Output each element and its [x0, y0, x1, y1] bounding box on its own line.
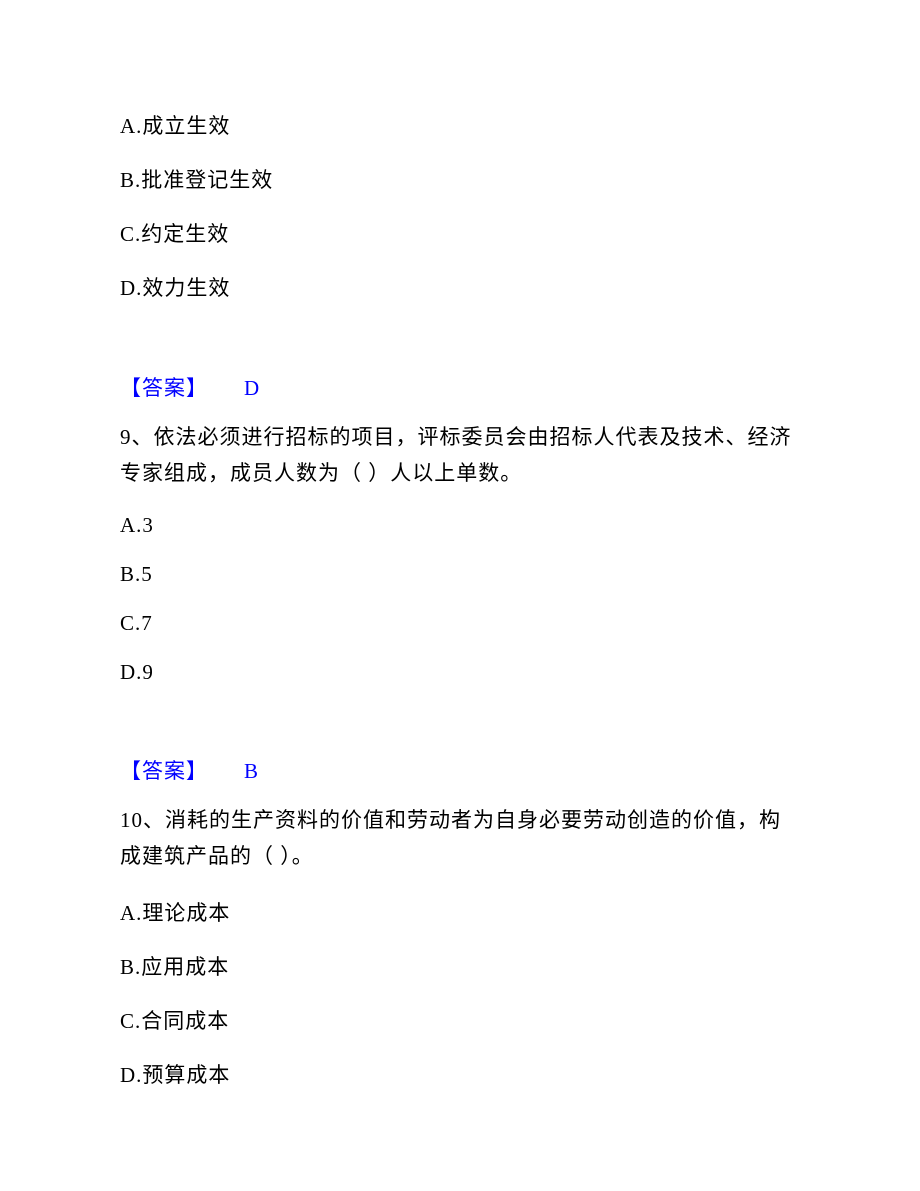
- q8-option-c: C.约定生效: [120, 218, 800, 248]
- q10-option-c: C.合同成本: [120, 1005, 800, 1035]
- q8-option-d: D.效力生效: [120, 272, 800, 302]
- q8-option-a: A.成立生效: [120, 110, 800, 140]
- q9-option-d: D.9: [120, 660, 800, 685]
- q10-text: 10、消耗的生产资料的价值和劳动者为自身必要劳动创造的价值，构成建筑产品的（ ）…: [120, 803, 800, 874]
- q9-option-b: B.5: [120, 562, 800, 587]
- q8-answer-label: 【答案】: [120, 376, 208, 400]
- q9-answer-value: B: [244, 759, 258, 783]
- q9-answer-label: 【答案】: [120, 759, 208, 783]
- q8-answer-value: D: [244, 376, 259, 400]
- document-content: A.成立生效 B.批准登记生效 C.约定生效 D.效力生效 【答案】 D 9、依…: [0, 0, 920, 1089]
- q8-option-b: B.批准登记生效: [120, 164, 800, 194]
- q10-option-a: A.理论成本: [120, 897, 800, 927]
- q9-option-c: C.7: [120, 611, 800, 636]
- q9-option-a: A.3: [120, 513, 800, 538]
- q10-option-b: B.应用成本: [120, 951, 800, 981]
- q10-option-d: D.预算成本: [120, 1059, 800, 1089]
- q8-answer: 【答案】 D: [120, 372, 800, 402]
- q9-text: 9、依法必须进行招标的项目，评标委员会由招标人代表及技术、经济专家组成，成员人数…: [120, 420, 800, 491]
- q9-answer: 【答案】 B: [120, 755, 800, 785]
